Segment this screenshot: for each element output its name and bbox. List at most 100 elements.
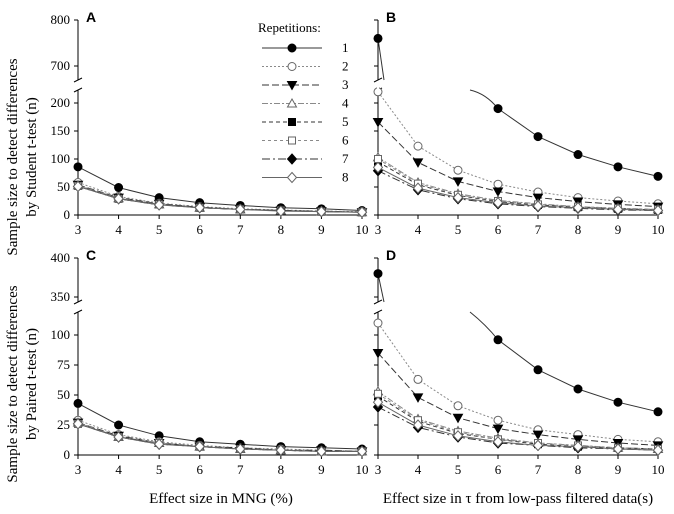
series-line-1 xyxy=(497,339,659,413)
marker-8 xyxy=(275,444,287,456)
marker-1 xyxy=(613,162,623,172)
x-tick-label: 9 xyxy=(318,222,325,237)
marker-3 xyxy=(412,158,424,168)
axis-break-mark xyxy=(373,309,383,315)
marker-3 xyxy=(412,393,424,403)
x-tick-label: 7 xyxy=(237,462,244,477)
legend-item-1: 1 xyxy=(262,40,349,55)
marker-2 xyxy=(373,318,383,328)
marker-1 xyxy=(114,420,124,430)
break-gap xyxy=(77,303,79,311)
x-tick-label: 4 xyxy=(415,462,422,477)
series-line-1 xyxy=(77,402,363,450)
x-tick-label: 3 xyxy=(75,462,82,477)
y-tick-label: 200 xyxy=(51,95,71,110)
x-tick-label: 5 xyxy=(455,462,462,477)
y-tick-label: 50 xyxy=(57,179,70,194)
legend-item-3: 3 xyxy=(262,77,349,92)
marker-8 xyxy=(572,440,584,453)
marker-1 xyxy=(373,33,383,43)
x-tick-label: 7 xyxy=(535,462,542,477)
x-tick-label: 3 xyxy=(75,222,82,237)
series-line-5 xyxy=(377,395,659,450)
marker-8 xyxy=(72,180,84,193)
series-line-2 xyxy=(77,419,363,452)
marker-3 xyxy=(492,187,504,197)
marker-1 xyxy=(493,335,503,345)
x-tick-label: 4 xyxy=(115,462,122,477)
legend-label: 8 xyxy=(342,170,349,185)
series-line-7 xyxy=(377,406,659,451)
marker-3 xyxy=(532,193,544,204)
series-line-5 xyxy=(377,161,659,211)
marker-2 xyxy=(493,179,503,189)
y-tick-label: 100 xyxy=(51,327,71,342)
x-tick-label: 9 xyxy=(615,462,622,477)
x-tick-label: 5 xyxy=(455,222,462,237)
legend-marker xyxy=(288,118,296,126)
series-line-1-upper xyxy=(377,38,385,81)
axis-break-mark xyxy=(373,299,383,305)
legend-label: 3 xyxy=(342,77,349,92)
y-tick-label: 75 xyxy=(57,357,70,372)
panel-label-A: A xyxy=(86,9,96,25)
series-line-7 xyxy=(377,170,659,211)
ylabel-bottom-line1: Sample size to detect differences xyxy=(5,285,21,482)
xlabel-right: Effect size in τ from low-pass filtered … xyxy=(383,491,653,507)
legend-marker xyxy=(287,62,297,71)
marker-8 xyxy=(452,191,464,204)
series-line-8 xyxy=(77,185,363,213)
x-tick-label: 8 xyxy=(575,462,582,477)
legend-label: 2 xyxy=(342,59,349,74)
marker-1 xyxy=(533,132,543,142)
marker-8 xyxy=(113,193,124,205)
marker-3 xyxy=(532,430,544,441)
legend-item-4: 4 xyxy=(262,96,349,111)
marker-3 xyxy=(492,424,504,435)
marker-1 xyxy=(573,150,583,160)
marker-8 xyxy=(356,206,368,218)
marker-8 xyxy=(652,204,664,217)
marker-1 xyxy=(114,183,124,193)
legend-marker xyxy=(286,97,298,108)
marker-1 xyxy=(73,398,83,408)
marker-1 xyxy=(373,269,383,279)
series-line-3 xyxy=(377,352,659,446)
ylabel-top-line1: Sample size to detect differences xyxy=(5,58,21,255)
marker-2 xyxy=(453,165,463,175)
y-tick-label: 700 xyxy=(51,58,71,73)
marker-3 xyxy=(372,349,384,359)
series-8 xyxy=(372,396,664,456)
marker-8 xyxy=(492,196,504,209)
ylabel-bottom-line2: by Paired t-test (n) xyxy=(24,328,40,440)
y-tick-label: 800 xyxy=(51,12,71,27)
series-line-2 xyxy=(377,91,659,205)
series-line-1-upper xyxy=(377,273,385,303)
series-line-8 xyxy=(377,401,659,451)
x-tick-label: 6 xyxy=(196,462,203,477)
x-tick-label: 9 xyxy=(615,222,622,237)
y-tick-label: 100 xyxy=(51,151,71,166)
y-tick-label: 150 xyxy=(51,123,71,138)
y-tick-label: 350 xyxy=(51,289,71,304)
x-tick-label: 6 xyxy=(196,222,203,237)
marker-8 xyxy=(412,182,424,194)
series-8 xyxy=(72,418,368,458)
legend-label: 4 xyxy=(342,96,349,111)
y-tick-label: 25 xyxy=(57,417,70,432)
x-tick-label: 8 xyxy=(278,462,285,477)
ylabel-top-line2-text: by Student t-test (n) xyxy=(24,97,40,217)
marker-8 xyxy=(492,436,504,448)
legend-marker xyxy=(286,81,298,91)
marker-2 xyxy=(413,141,423,151)
legend-marker xyxy=(286,171,298,184)
marker-3 xyxy=(372,118,384,128)
marker-2 xyxy=(493,415,503,425)
marker-8 xyxy=(194,201,205,214)
legend-label: 5 xyxy=(342,114,349,129)
axis-break-mark xyxy=(373,77,383,83)
legend-title: Repetitions: xyxy=(258,20,321,35)
series-line-1-lead xyxy=(469,89,499,109)
panel-D: 3 4 5 6 7 8 9 10 D xyxy=(372,247,665,477)
